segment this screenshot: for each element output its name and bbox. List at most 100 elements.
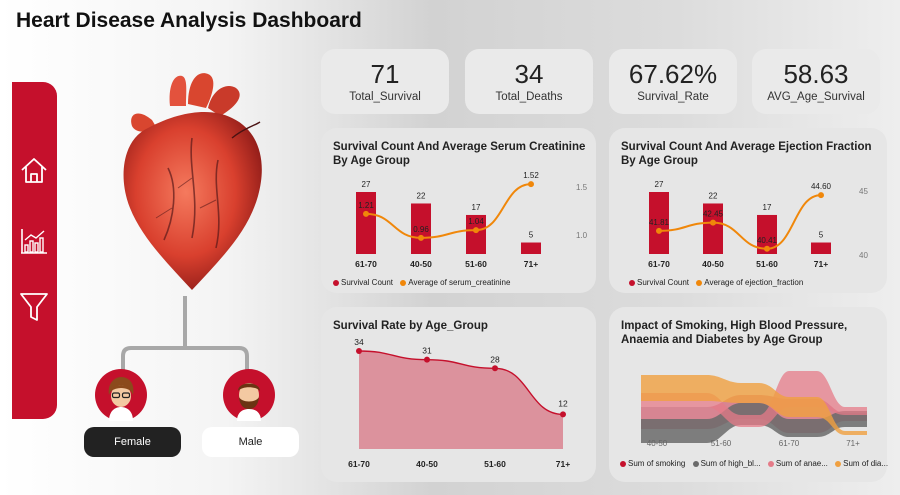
- area-label: 28: [490, 354, 500, 364]
- bar[interactable]: [757, 214, 777, 254]
- x-tick: 51-60: [711, 439, 732, 448]
- chart-legend: Survival Count Average of serum_creatini…: [333, 278, 515, 287]
- area-point[interactable]: [424, 356, 430, 363]
- x-tick: 40-50: [702, 259, 724, 269]
- home-icon[interactable]: [18, 154, 50, 186]
- chart-impact-ribbon: 40-50 51-60 61-70 71+: [641, 371, 867, 448]
- line-point[interactable]: [363, 210, 369, 217]
- area-point[interactable]: [356, 348, 362, 354]
- y-tick: 40: [859, 251, 868, 260]
- bar-label: 17: [472, 203, 481, 212]
- bar[interactable]: [356, 192, 376, 254]
- chart-legend: Survival Count Average of ejection_fract…: [629, 278, 808, 287]
- bar[interactable]: [466, 214, 486, 254]
- kpi-label: Total_Deaths: [495, 91, 563, 103]
- line-point[interactable]: [710, 219, 716, 226]
- chart-survival-rate-card: Survival Rate by Age_Group 34 61-70 31 40-5…: [321, 307, 596, 482]
- kpi-total-survival: 71 Total_Survival: [321, 49, 449, 114]
- x-tick: 71+: [814, 259, 828, 269]
- x-tick: 40-50: [410, 259, 432, 269]
- kpi-value: 58.63: [783, 59, 849, 89]
- kpi-avg-age-survival: 58.63 AVG_Age_Survival: [752, 49, 880, 114]
- area-fill: [359, 351, 563, 449]
- x-tick: 61-70: [355, 259, 377, 269]
- female-button[interactable]: Female: [84, 427, 181, 457]
- x-tick: 61-70: [779, 439, 800, 448]
- area-label: 12: [558, 398, 568, 408]
- kpi-value: 67.62%: [628, 59, 718, 89]
- bar[interactable]: [649, 192, 669, 254]
- area-label: 31: [422, 346, 432, 356]
- y-tick: 45: [859, 187, 868, 196]
- gender-connector: [121, 296, 249, 374]
- legend-survival-count: Survival Count: [637, 278, 690, 287]
- chart-impact-card: Impact of Smoking, High Blood Pressure, …: [609, 307, 889, 482]
- x-tick: 71+: [524, 259, 538, 269]
- legend-anaemia: Sum of anae...: [775, 459, 828, 468]
- bar-label: 27: [362, 180, 371, 189]
- female-avatar: [95, 369, 147, 421]
- legend-smoking: Sum of smoking: [628, 459, 686, 468]
- kpi-value: 71: [370, 59, 400, 89]
- ribbon-diabetes: [641, 375, 867, 435]
- kpi-total-deaths: 34 Total_Deaths: [465, 49, 593, 114]
- line-point[interactable]: [818, 192, 824, 199]
- bar-label: 17: [763, 203, 772, 212]
- male-avatar: [223, 369, 275, 421]
- bar[interactable]: [521, 242, 541, 254]
- page-title: Heart Disease Analysis Dashboard: [16, 9, 362, 32]
- bar-label: 22: [417, 191, 426, 200]
- chart-creatinine: 27 61-70 22 40-50 17 51-60 5 71+ 1.21 0.96 1.04 1.5…: [355, 171, 588, 269]
- heart-illustration: [123, 73, 262, 290]
- x-tick: 51-60: [484, 459, 506, 469]
- series-line: [658, 194, 822, 250]
- chart-ejection-card: Survival Count And Average Ejection Frac…: [609, 128, 887, 293]
- series-line: [365, 183, 532, 239]
- x-tick: 51-60: [465, 259, 487, 269]
- y-tick: 1.0: [576, 231, 588, 240]
- line-label: 0.96: [413, 225, 429, 234]
- legend-ejection-fraction: Average of ejection_fraction: [704, 278, 804, 287]
- bar[interactable]: [811, 242, 831, 254]
- line-label: 1.52: [523, 171, 539, 180]
- bar[interactable]: [411, 203, 431, 254]
- line-label: 42.45: [703, 210, 724, 219]
- bar-label: 22: [709, 191, 718, 200]
- filter-icon[interactable]: [18, 290, 50, 324]
- bar[interactable]: [703, 203, 723, 254]
- x-tick: 61-70: [348, 459, 370, 469]
- kpi-label: Total_Survival: [349, 91, 421, 103]
- line-label: 1.21: [358, 201, 374, 210]
- chart-creatinine-card: Survival Count And Average Serum Creatin…: [321, 128, 596, 293]
- sidebar: [12, 82, 57, 419]
- chart-title: Impact of Smoking, High Blood Pressure, …: [621, 320, 848, 346]
- kpi-value: 34: [514, 59, 544, 89]
- bar-label: 5: [529, 231, 534, 240]
- bar-chart-icon[interactable]: [18, 225, 50, 257]
- chart-title: Survival Rate by Age_Group: [333, 320, 488, 332]
- area-point[interactable]: [492, 365, 498, 372]
- area-line: [358, 350, 564, 416]
- legend-diabetes: Sum of dia...: [843, 459, 889, 468]
- line-point[interactable]: [528, 181, 534, 188]
- chart-title: Survival Count And Average Ejection Frac…: [621, 141, 872, 167]
- line-point[interactable]: [473, 227, 479, 234]
- line-label: 41.81: [649, 218, 670, 227]
- y-tick: 1.5: [576, 183, 588, 192]
- chart-title: Survival Count And Average Serum Creatin…: [333, 141, 586, 167]
- x-tick: 71+: [846, 439, 860, 448]
- area-point[interactable]: [560, 411, 566, 418]
- line-label: 1.04: [468, 217, 484, 226]
- ribbon-anaemia: [641, 371, 867, 427]
- legend-survival-count: Survival Count: [341, 278, 394, 287]
- line-point[interactable]: [418, 234, 424, 241]
- line-point[interactable]: [764, 245, 770, 252]
- male-button[interactable]: Male: [202, 427, 299, 457]
- line-point[interactable]: [656, 227, 662, 234]
- x-tick: 61-70: [648, 259, 670, 269]
- x-tick: 51-60: [756, 259, 778, 269]
- legend-serum-creatinine: Average of serum_creatinine: [408, 278, 511, 287]
- kpi-label: Survival_Rate: [637, 91, 709, 103]
- kpi-label: AVG_Age_Survival: [767, 91, 865, 103]
- line-label: 44.60: [811, 182, 832, 191]
